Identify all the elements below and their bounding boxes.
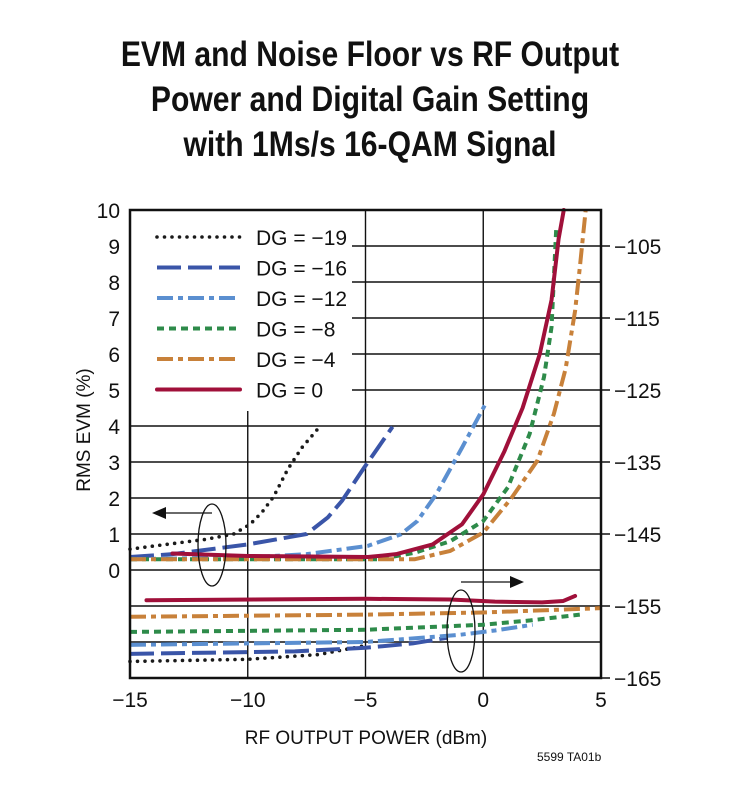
- ticks: 0 1 2 3 4 5 6 7 8 9 10 −15 −10 −5 0 5 −105 −115 −125 −135 −1…: [97, 200, 662, 712]
- evm-curve-0: [128, 427, 320, 551]
- right-axis-annotation: [446, 576, 524, 673]
- chart-title: EVM and Noise Floor vs RF Output Power a…: [0, 32, 730, 167]
- legend-label-5: DG = 0: [256, 380, 323, 403]
- noise-floor-curve-0: [128, 643, 368, 664]
- y-tick-label: 1: [108, 524, 120, 547]
- x-tick-label: 5: [595, 689, 607, 712]
- title-line-3: with 1Ms/s 16-QAM Signal: [183, 125, 557, 164]
- y-tick-label: 0: [108, 560, 120, 583]
- y-right-tick-label: −145: [614, 524, 661, 547]
- y-right-tick-label: −125: [614, 380, 661, 403]
- legend-background: [131, 211, 352, 411]
- x-tick-label: −15: [112, 689, 148, 712]
- y-tick-label: 8: [108, 272, 120, 295]
- title-line-2: Power and Digital Gain Setting: [150, 80, 590, 119]
- y-tick-label: 2: [108, 488, 120, 511]
- x-tick-label: 0: [477, 689, 489, 712]
- legend-label-0: DG = −19: [256, 227, 347, 250]
- right-ellipse: [446, 589, 476, 673]
- y-tick-label: 10: [97, 200, 120, 223]
- noise-floor-curve-2: [129, 622, 534, 647]
- left-arrow-head: [152, 507, 166, 519]
- legend-label-3: DG = −8: [256, 319, 335, 342]
- y-tick-label: 3: [108, 452, 120, 475]
- left-ellipse: [197, 503, 227, 587]
- noise-floor-curve-5: [144, 593, 578, 605]
- y-right-tick-label: −135: [614, 452, 661, 475]
- evm-curve-5: [170, 208, 566, 560]
- y-tick-label: 5: [108, 380, 120, 403]
- evm-curve-4: [130, 209, 588, 562]
- y-tick-label: 6: [108, 344, 120, 367]
- legend-label-4: DG = −4: [256, 349, 336, 372]
- legend: DG = −19 DG = −16 DG = −12 DG = −8 DG = −4 DG…: [155, 227, 347, 403]
- y-right-tick-label: −105: [614, 236, 661, 259]
- noise-floor-curve-3: [129, 612, 581, 634]
- x-tick-label: −10: [230, 689, 266, 712]
- evm-curve-1: [129, 425, 395, 560]
- plot-frame: [128, 208, 603, 680]
- title-line-1: EVM and Noise Floor vs RF Output: [120, 35, 620, 74]
- evm-curve-2: [129, 404, 487, 562]
- y-right-tick-label: −165: [614, 668, 661, 691]
- noise-floor-curve-4: [129, 606, 602, 619]
- legend-label-2: DG = −12: [256, 288, 347, 311]
- footnote: 5599 TA01b: [537, 750, 602, 764]
- right-arrow-head: [510, 576, 524, 588]
- legend-label-1: DG = −16: [256, 258, 347, 281]
- noise-floor-curve-1: [129, 635, 449, 656]
- y-right-tick-label: −115: [614, 308, 660, 331]
- y-right-tick-label: −155: [614, 596, 661, 619]
- left-axis-annotation: [152, 503, 227, 587]
- curves: [128, 208, 602, 664]
- x-axis-label: RF OUTPUT POWER (dBm): [245, 728, 487, 749]
- y-tick-label: 9: [108, 236, 120, 259]
- y-tick-label: 4: [108, 416, 120, 439]
- evm-curve-3: [130, 227, 559, 562]
- x-tick-label: −5: [354, 689, 378, 712]
- y-tick-label: 7: [108, 308, 120, 331]
- y-axis-label: RMS EVM (%): [74, 368, 95, 492]
